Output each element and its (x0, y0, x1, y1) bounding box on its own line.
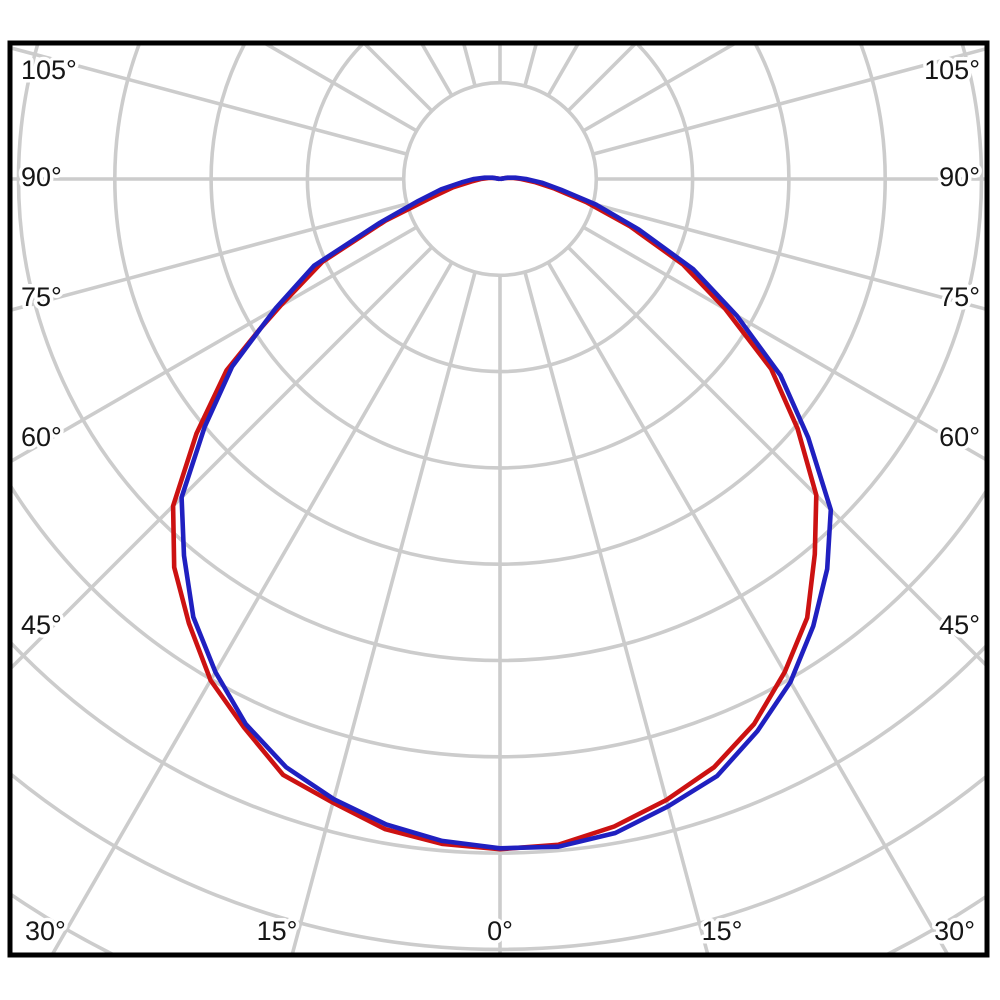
grid-radial-line (12, 245, 434, 670)
angle-label-right-45: 45° (939, 610, 980, 640)
angle-labels: 105° 90° 75° 60° 45° 105° 90° 75° 60° 45° 30° 15° 0°… (18, 52, 984, 950)
angle-label-right-60: 60° (939, 422, 980, 452)
angle-label-bottom-4-30: 30° (934, 916, 975, 946)
angle-label-left-105: 105° (21, 55, 77, 85)
angle-label-left-75: 75° (21, 282, 62, 312)
grid-radial-line (51, 261, 454, 953)
intensity-curves (170, 175, 834, 852)
angle-label-right-90: 90° (939, 162, 980, 192)
chart-frame (7, 40, 990, 958)
grid-radial-line (12, 46, 408, 156)
grid-radial-line (546, 261, 949, 953)
angle-label-left-90: 90° (21, 162, 62, 192)
grid-radial-line (582, 225, 985, 461)
angle-label-left-45: 45° (21, 610, 62, 640)
grid-radial-line (290, 271, 477, 953)
curve-blue (179, 175, 834, 851)
angle-label-right-105: 105° (924, 55, 980, 85)
angle-label-bottom-0-30: 30° (25, 916, 66, 946)
grid-radial-line (12, 202, 408, 312)
grid-radial-line (592, 47, 985, 156)
grid-radial-line (592, 202, 985, 311)
grid-radial-line (566, 245, 985, 667)
angle-label-right-75: 75° (939, 282, 980, 312)
angle-label-bottom-2-0: 0° (487, 916, 513, 946)
grid-radial-line (523, 271, 710, 953)
angle-label-bottom-1-15: 15° (257, 916, 298, 946)
angle-label-bottom-3-15: 15° (702, 916, 743, 946)
grid-radial-line (12, 225, 418, 463)
angle-label-left-60: 60° (21, 422, 62, 452)
